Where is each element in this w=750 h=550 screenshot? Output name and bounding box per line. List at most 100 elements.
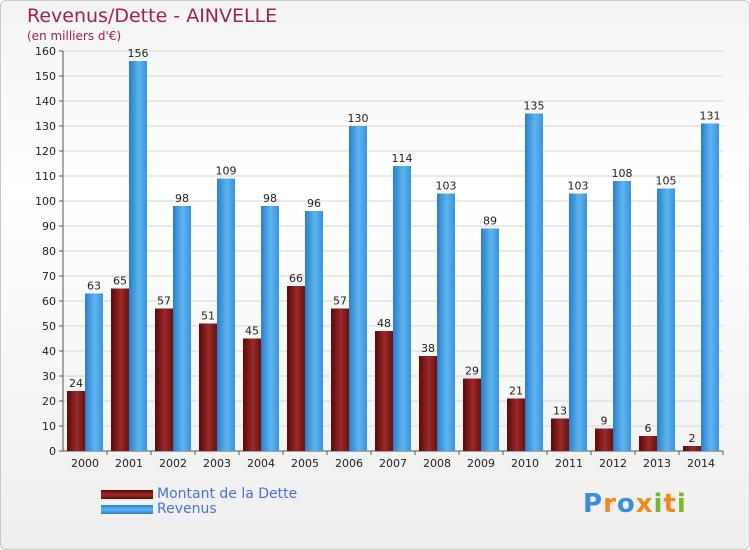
bar-debt	[111, 288, 129, 451]
data-label-debt: 65	[113, 275, 127, 288]
y-tick-label: 20	[42, 395, 56, 408]
x-tick-label: 2008	[423, 457, 451, 470]
y-tick-label: 10	[42, 420, 56, 433]
bar-revenue	[217, 178, 235, 451]
logo-letter: i	[676, 489, 687, 519]
bar-revenue	[393, 166, 411, 451]
legend-label-revenue: Revenus	[157, 501, 217, 517]
proxiti-logo: Proxiti	[583, 489, 687, 519]
data-label-debt: 48	[377, 317, 391, 330]
bar-debt	[67, 391, 85, 451]
chart-subtitle: (en milliers d'€)	[27, 29, 122, 43]
bar-revenue	[305, 211, 323, 451]
logo-letter: o	[616, 489, 636, 519]
bar-debt	[243, 338, 261, 451]
y-tick-label: 130	[35, 120, 56, 133]
x-tick-label: 2010	[511, 457, 539, 470]
y-tick-label: 30	[42, 370, 56, 383]
y-tick-label: 80	[42, 245, 56, 258]
data-label-revenue: 103	[568, 180, 589, 193]
bar-revenue	[129, 61, 147, 451]
x-tick-label: 2006	[335, 457, 363, 470]
data-label-revenue: 108	[612, 167, 633, 180]
x-tick-label: 2009	[467, 457, 495, 470]
x-tick-label: 2000	[71, 457, 99, 470]
x-tick-label: 2003	[203, 457, 231, 470]
bar-revenue	[437, 193, 455, 451]
bar-revenue	[657, 188, 675, 451]
bar-debt	[507, 398, 525, 451]
data-label-revenue: 105	[656, 175, 677, 188]
y-tick-label: 110	[35, 170, 56, 183]
legend-swatch-debt	[101, 490, 153, 499]
y-tick-label: 140	[35, 95, 56, 108]
data-label-revenue: 135	[524, 100, 545, 113]
data-label-debt: 29	[465, 365, 479, 378]
x-tick-label: 2014	[687, 457, 715, 470]
logo-letter: t	[663, 489, 677, 519]
y-tick-label: 100	[35, 195, 56, 208]
logo-letter: x	[635, 489, 654, 519]
logo-letter: r	[603, 489, 617, 519]
data-label-revenue: 156	[128, 47, 149, 60]
data-label-debt: 45	[245, 325, 259, 338]
data-label-revenue: 114	[392, 152, 413, 165]
data-label-revenue: 131	[700, 110, 721, 123]
bar-debt	[463, 378, 481, 451]
bar-debt	[375, 331, 393, 451]
data-label-debt: 38	[421, 342, 435, 355]
y-tick-label: 90	[42, 220, 56, 233]
data-label-debt: 57	[157, 295, 171, 308]
data-label-revenue: 89	[483, 215, 497, 228]
data-label-debt: 66	[289, 272, 303, 285]
data-label-debt: 13	[553, 405, 567, 418]
bar-revenue	[261, 206, 279, 451]
bar-debt	[639, 436, 657, 451]
data-label-revenue: 98	[263, 192, 277, 205]
x-tick-label: 2007	[379, 457, 407, 470]
y-tick-label: 160	[35, 45, 56, 58]
bar-debt	[683, 446, 701, 451]
bar-revenue	[569, 193, 587, 451]
data-label-revenue: 109	[216, 165, 237, 178]
logo-letter: P	[583, 489, 604, 519]
data-label-revenue: 103	[436, 180, 457, 193]
data-label-debt: 51	[201, 310, 215, 323]
bar-revenue	[85, 293, 103, 451]
data-label-debt: 57	[333, 295, 347, 308]
data-label-revenue: 63	[87, 280, 101, 293]
x-tick-label: 2001	[115, 457, 143, 470]
logo-letter: i	[653, 489, 664, 519]
y-tick-label: 60	[42, 295, 56, 308]
bar-debt	[199, 323, 217, 451]
bar-debt	[595, 428, 613, 451]
bar-revenue	[481, 228, 499, 451]
legend-label-debt: Montant de la Dette	[157, 486, 298, 502]
y-tick-label: 150	[35, 70, 56, 83]
bar-debt	[155, 308, 173, 451]
bar-debt	[419, 356, 437, 451]
x-tick-label: 2012	[599, 457, 627, 470]
data-label-debt: 9	[601, 415, 608, 428]
x-tick-label: 2005	[291, 457, 319, 470]
data-label-debt: 21	[509, 385, 523, 398]
bar-revenue	[701, 123, 719, 451]
x-tick-label: 2004	[247, 457, 275, 470]
data-label-revenue: 98	[175, 192, 189, 205]
y-tick-label: 70	[42, 270, 56, 283]
bar-revenue	[525, 113, 543, 451]
legend-swatch-revenue	[101, 505, 153, 514]
x-tick-label: 2002	[159, 457, 187, 470]
data-label-revenue: 96	[307, 197, 321, 210]
data-label-debt: 24	[69, 377, 83, 390]
y-tick-label: 120	[35, 145, 56, 158]
bar-debt	[551, 418, 569, 451]
bar-revenue	[173, 206, 191, 451]
data-label-debt: 6	[645, 422, 652, 435]
x-tick-label: 2013	[643, 457, 671, 470]
x-tick-label: 2011	[555, 457, 583, 470]
data-label-revenue: 130	[348, 112, 369, 125]
bar-debt	[287, 286, 305, 451]
data-label-debt: 2	[689, 432, 696, 445]
